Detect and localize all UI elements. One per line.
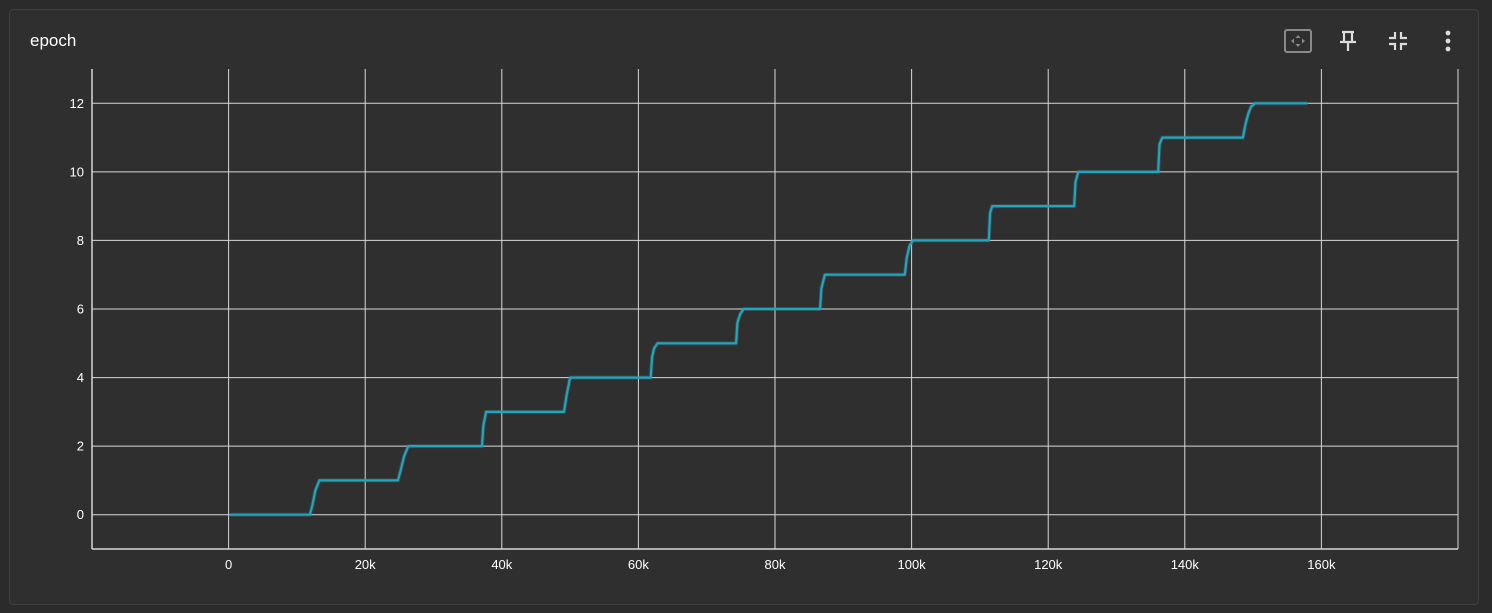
x-tick-labels: 0 20k 40k 60k 80k 100k 120k 140k 160k [225, 557, 1336, 572]
card-toolbar [1264, 26, 1464, 56]
y-tick-label: 4 [77, 370, 84, 385]
chart-series [229, 101, 1309, 517]
x-tick-label: 120k [1034, 557, 1063, 572]
pin-button[interactable] [1332, 26, 1364, 56]
card-title: epoch [30, 31, 77, 50]
x-tick-label: 80k [765, 557, 786, 572]
x-tick-label: 160k [1307, 557, 1336, 572]
chart-grid [92, 69, 1458, 549]
more-vert-icon [1445, 30, 1451, 52]
series-line[interactable] [229, 102, 1309, 516]
x-tick-label: 20k [355, 557, 376, 572]
y-tick-label: 12 [70, 96, 84, 111]
chart-axes [91, 69, 1459, 550]
fit-domain-icon [1284, 29, 1312, 53]
x-tick-label: 140k [1171, 557, 1200, 572]
x-tick-label: 100k [897, 557, 926, 572]
y-tick-label: 6 [77, 302, 84, 317]
pin-icon [1340, 30, 1356, 51]
x-tick-label: 40k [491, 557, 512, 572]
y-tick-label: 0 [77, 507, 84, 522]
x-tick-label: 60k [628, 557, 649, 572]
more-options-button[interactable] [1432, 26, 1464, 56]
y-tick-label: 2 [77, 439, 84, 454]
y-tick-labels: 0 2 4 6 8 10 12 [70, 96, 84, 522]
scalar-card: epoch [9, 9, 1479, 605]
y-tick-label: 10 [70, 164, 84, 179]
x-tick-label: 0 [225, 557, 232, 572]
fit-domain-button[interactable] [1282, 26, 1314, 56]
collapse-icon [1389, 32, 1407, 50]
y-tick-label: 8 [77, 233, 84, 248]
collapse-button[interactable] [1382, 26, 1414, 56]
